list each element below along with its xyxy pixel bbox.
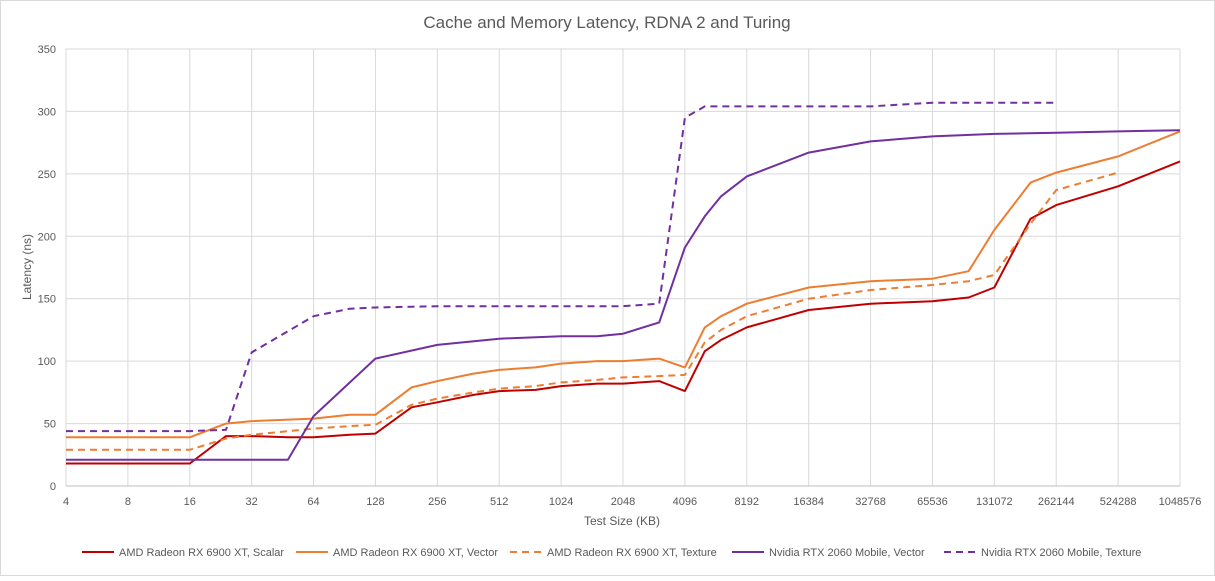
x-tick-label: 2048 (611, 496, 635, 508)
series-line-2 (66, 130, 1181, 439)
x-tick-label: 4096 (673, 496, 697, 508)
y-tick-label: 300 (38, 106, 56, 118)
x-tick-label: 16384 (793, 496, 824, 508)
x-tick-label: 32 (246, 496, 258, 508)
x-tick-label: 131072 (976, 496, 1013, 508)
x-tick-label: 8 (125, 496, 131, 508)
x-tick-label: 512 (490, 496, 508, 508)
series-line-3 (66, 171, 1119, 451)
legend-label: Nvidia RTX 2060 Mobile, Vector (769, 547, 925, 559)
y-tick-label: 350 (38, 44, 56, 56)
y-tick-label: 250 (38, 169, 56, 181)
chart-title: Cache and Memory Latency, RDNA 2 and Tur… (423, 13, 790, 32)
y-tick-label: 0 (50, 481, 56, 493)
x-tick-label: 262144 (1038, 496, 1075, 508)
x-tick-label: 256 (428, 496, 446, 508)
x-tick-label: 64 (307, 496, 319, 508)
x-tick-label: 128 (366, 496, 384, 508)
series-line-4 (66, 129, 1181, 461)
y-tick-label: 50 (44, 419, 56, 431)
x-tick-label: 1048576 (1159, 496, 1202, 508)
series-lines (66, 101, 1181, 465)
legend-label: AMD Radeon RX 6900 XT, Vector (333, 547, 498, 559)
series-line-1 (66, 160, 1181, 465)
axes: 0 50 100 150 200 250 300 350 4 8 16 32 64 128 256 512 10… (38, 44, 1202, 508)
x-tick-label: 65536 (917, 496, 948, 508)
legend-label: AMD Radeon RX 6900 XT, Texture (547, 547, 717, 559)
x-tick-label: 16 (184, 496, 196, 508)
x-tick-label: 1024 (549, 496, 573, 508)
x-tick-label: 32768 (855, 496, 886, 508)
y-tick-label: 150 (38, 294, 56, 306)
y-axis-label: Latency (ns) (20, 234, 34, 300)
y-tick-label: 200 (38, 231, 56, 243)
x-tick-label: 4 (63, 496, 69, 508)
x-tick-label: 524288 (1100, 496, 1137, 508)
legend: AMD Radeon RX 6900 XT, Scalar AMD Radeon … (82, 547, 1141, 559)
y-tick-label: 100 (38, 356, 56, 368)
grid-lines (65, 48, 1181, 486)
legend-label: Nvidia RTX 2060 Mobile, Texture (981, 547, 1141, 559)
series-line-5 (66, 101, 1057, 433)
x-tick-label: 8192 (735, 496, 759, 508)
legend-label: AMD Radeon RX 6900 XT, Scalar (119, 547, 284, 559)
x-axis-label: Test Size (KB) (584, 514, 660, 528)
